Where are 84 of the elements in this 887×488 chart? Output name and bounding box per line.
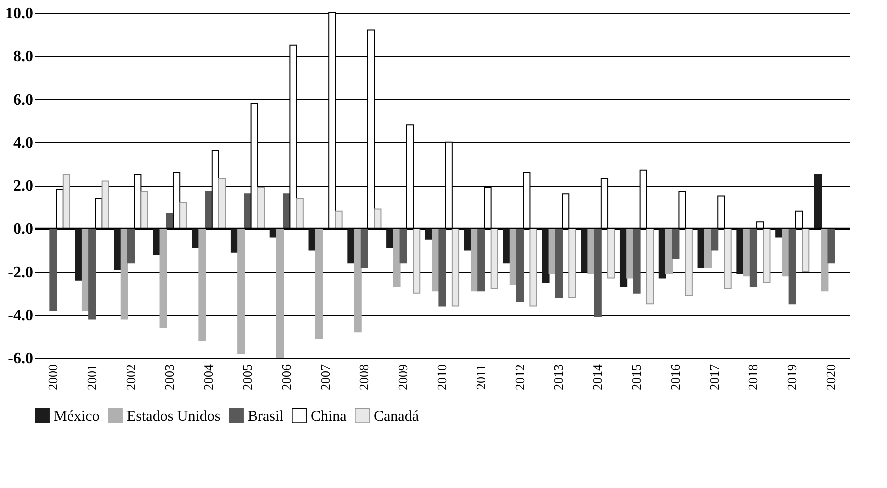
bar [180, 202, 188, 230]
bar [750, 228, 758, 288]
x-tick-label: 2016 [668, 364, 683, 390]
x-tick-label: 2015 [629, 364, 644, 390]
bar [555, 228, 564, 298]
bar [724, 228, 732, 290]
x-tick-label: 2019 [784, 364, 800, 390]
x-tick-label: 2013 [551, 364, 566, 390]
y-tick-label: 6.0 [14, 92, 34, 109]
bar [120, 228, 128, 320]
bar [374, 208, 382, 230]
x-tick-label: 2014 [590, 364, 606, 390]
bar [736, 228, 744, 274]
bar [218, 178, 226, 230]
x-tick-label: 2011 [473, 364, 488, 390]
bar [568, 228, 576, 298]
bar [257, 187, 266, 230]
legend-label: Estados Unidos [127, 408, 221, 425]
x-tick-label: 2009 [396, 364, 411, 390]
y-tick-label: 4.0 [14, 134, 34, 152]
bar [62, 174, 71, 230]
bar [633, 228, 641, 294]
bar [238, 228, 246, 354]
bar [594, 228, 602, 318]
x-tick-label: 2018 [746, 364, 761, 390]
x-tick-label: 2005 [240, 364, 255, 390]
x-tick-label: 2010 [434, 364, 450, 390]
y-tick-label: -6.0 [8, 350, 34, 368]
bar [127, 228, 136, 264]
x-tick-label: 2002 [123, 364, 138, 390]
bar [802, 228, 810, 272]
bar [788, 228, 796, 305]
bar [354, 228, 362, 333]
bar [711, 228, 719, 251]
bar [672, 228, 680, 260]
x-tick-label: 2020 [824, 364, 839, 390]
legend-label: Brasil [248, 408, 284, 425]
bar [685, 228, 693, 296]
y-tick-label: -2.0 [8, 264, 34, 282]
bar [50, 228, 58, 312]
bar [140, 191, 148, 230]
bar [102, 180, 110, 230]
bar [400, 228, 408, 264]
legend-label: México [54, 408, 100, 425]
bar [516, 228, 524, 302]
bar [160, 228, 168, 328]
bar [413, 228, 421, 294]
y-tick-label: 8.0 [14, 48, 34, 66]
legend-label: Canadá [374, 408, 420, 425]
x-tick-label: 2006 [278, 364, 294, 390]
y-tick-label: 2.0 [14, 178, 34, 195]
x-tick-label: 2012 [512, 364, 528, 390]
y-tick-label: -4.0 [8, 307, 34, 324]
bar [452, 228, 460, 307]
bar [360, 228, 368, 268]
y-tick-label: 10.0 [6, 6, 34, 22]
bar [646, 228, 654, 305]
bar [88, 228, 96, 320]
bar [542, 228, 550, 284]
bar [478, 228, 486, 292]
x-tick-label: 2007 [318, 364, 333, 390]
bar [198, 228, 206, 342]
bar [588, 228, 596, 274]
x-tick-label: 2001 [84, 364, 100, 390]
bar [490, 228, 498, 290]
bar [335, 210, 343, 230]
x-tick-label: 2017 [706, 364, 722, 390]
bar [276, 228, 284, 358]
x-tick-label: 2004 [201, 364, 216, 390]
bar [763, 228, 771, 284]
bar [438, 228, 446, 307]
x-tick-label: 2000 [45, 364, 60, 390]
bar [296, 198, 304, 230]
bar [393, 228, 401, 288]
legend-label: China [311, 408, 348, 425]
bar [608, 228, 616, 279]
x-tick-label: 2008 [356, 364, 372, 390]
x-tick-label: 2003 [162, 364, 178, 390]
bar [828, 228, 836, 264]
bar [315, 228, 323, 340]
bar [244, 194, 252, 230]
bar [814, 174, 822, 230]
y-tick-label: 0.0 [14, 221, 34, 238]
bar [530, 228, 538, 307]
